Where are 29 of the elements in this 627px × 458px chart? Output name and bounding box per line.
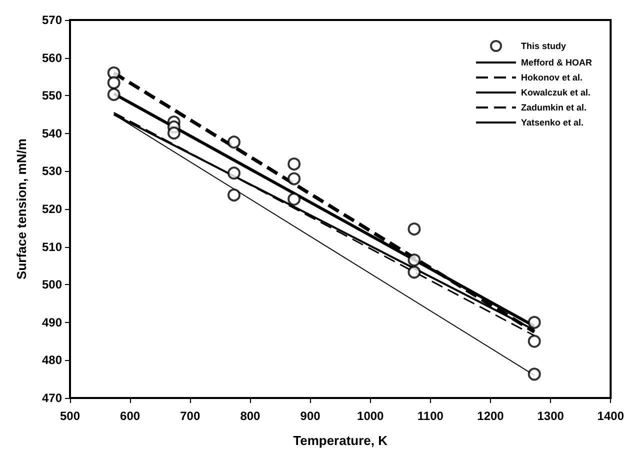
y-tick-label: 560 bbox=[42, 50, 62, 65]
x-tick-label: 1300 bbox=[537, 409, 564, 423]
legend-label: Hokonov et al. bbox=[521, 72, 583, 82]
y-tick-label: 540 bbox=[42, 126, 62, 140]
x-tick-label: 800 bbox=[240, 409, 261, 423]
y-tick-label: 510 bbox=[42, 240, 62, 254]
y-tick-label: 520 bbox=[42, 202, 62, 216]
x-tick-label: 1100 bbox=[417, 409, 444, 423]
y-tick-label: 500 bbox=[42, 278, 62, 292]
x-tick-label: 1400 bbox=[597, 409, 624, 423]
x-tick-label: 1200 bbox=[477, 409, 504, 423]
y-tick-label: 550 bbox=[42, 88, 62, 103]
x-tick-label: 600 bbox=[120, 409, 140, 423]
x-tick-label: 900 bbox=[300, 409, 321, 423]
legend-label: Zadumkin et al. bbox=[521, 102, 587, 112]
y-tick-label: 490 bbox=[42, 315, 62, 330]
y-axis-title: Surface tension, mN/m bbox=[14, 138, 29, 280]
x-tick-label: 1000 bbox=[357, 409, 384, 423]
y-tick-label: 470 bbox=[42, 391, 62, 405]
y-tick-label: 530 bbox=[42, 164, 62, 178]
y-tick-label: 570 bbox=[42, 13, 62, 27]
legend-label: Mefford & HOAR bbox=[521, 58, 592, 68]
legend-label: This study bbox=[521, 41, 566, 51]
x-tick-label: 700 bbox=[180, 409, 200, 423]
x-tick-label: 500 bbox=[60, 409, 80, 423]
legend-label: Kowalczuk et al. bbox=[521, 88, 591, 98]
x-axis-title: Temperature, K bbox=[293, 433, 388, 448]
y-tick-label: 480 bbox=[42, 353, 62, 368]
legend-label: Yatsenko et al. bbox=[521, 118, 584, 128]
